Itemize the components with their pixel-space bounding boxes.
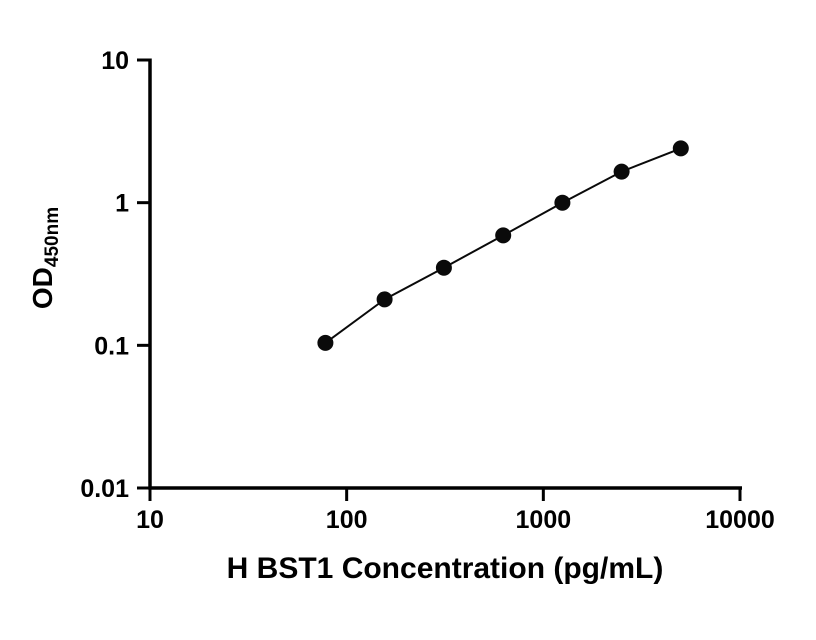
data-point: [317, 334, 334, 351]
y-tick-label: 0.01: [80, 475, 129, 503]
y-axis-title-subscript: 450nm: [42, 207, 63, 267]
data-point: [376, 291, 393, 308]
y-tick-label: 0.1: [94, 332, 129, 360]
data-point: [613, 163, 630, 180]
data-point: [554, 194, 571, 211]
data-point: [495, 227, 512, 244]
data-series-layer: [317, 140, 689, 351]
x-tick-label: 1000: [516, 506, 572, 534]
y-axis-title-main: OD: [27, 267, 58, 309]
data-point: [672, 140, 689, 157]
x-tick-label: 100: [326, 506, 368, 534]
y-tick-label: 1: [115, 190, 129, 218]
standard-curve-line: [324, 147, 682, 344]
y-axis-title: OD450nm: [27, 207, 63, 309]
x-tick-label: 10: [136, 506, 164, 534]
data-point: [435, 259, 452, 276]
y-tick-label: 10: [101, 47, 129, 75]
x-axis-title: H BST1 Concentration (pg/mL): [227, 552, 664, 585]
x-tick-label: 10000: [705, 506, 775, 534]
